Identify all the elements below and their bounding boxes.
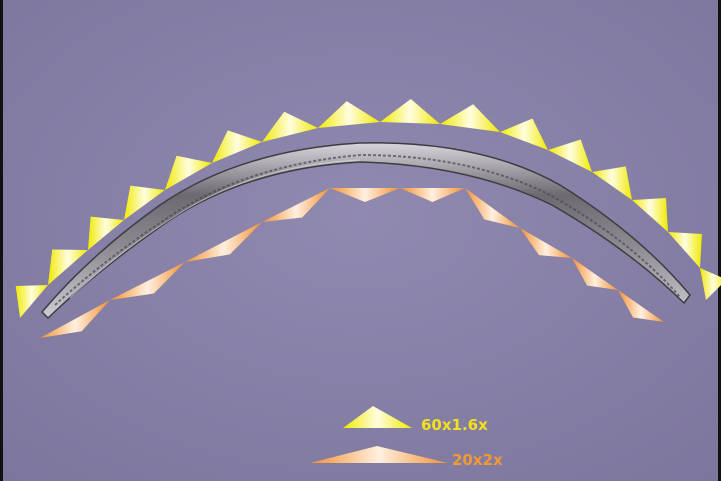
small-marker: [110, 262, 185, 300]
large-marker: [632, 198, 668, 232]
small-marker: [465, 188, 520, 228]
left-border: [0, 0, 3, 481]
legend-small-marker-icon: [310, 446, 448, 463]
small-marker: [262, 188, 330, 222]
large-marker: [592, 166, 632, 200]
small-marker: [40, 300, 110, 338]
large-marker: [88, 216, 124, 250]
small-marker: [185, 222, 262, 262]
small-marker: [520, 228, 572, 258]
large-marker: [262, 111, 318, 142]
large-marker-chain: [15, 99, 721, 318]
legend-large-marker-icon: [343, 406, 412, 428]
large-marker: [124, 185, 165, 220]
small-marker: [400, 188, 465, 202]
large-marker: [440, 104, 500, 132]
large-marker: [318, 101, 380, 128]
legend-large-marker-label: 60x1.6x: [421, 416, 488, 434]
large-marker: [380, 99, 440, 124]
small-marker: [572, 258, 618, 290]
small-marker: [330, 188, 400, 202]
legend-small-marker-label: 20x2x: [452, 451, 503, 469]
small-marker: [618, 290, 664, 322]
large-marker: [668, 232, 702, 268]
nematode-worm: [40, 142, 691, 320]
large-marker: [700, 268, 721, 300]
large-marker: [548, 139, 592, 172]
right-border: [718, 0, 721, 481]
large-marker: [500, 118, 548, 150]
large-marker: [15, 285, 49, 318]
large-marker: [165, 155, 212, 190]
large-marker: [48, 249, 88, 285]
small-marker-chain: [40, 188, 664, 338]
legend: 60x1.6x 20x2x: [310, 406, 503, 469]
large-marker: [212, 130, 262, 163]
